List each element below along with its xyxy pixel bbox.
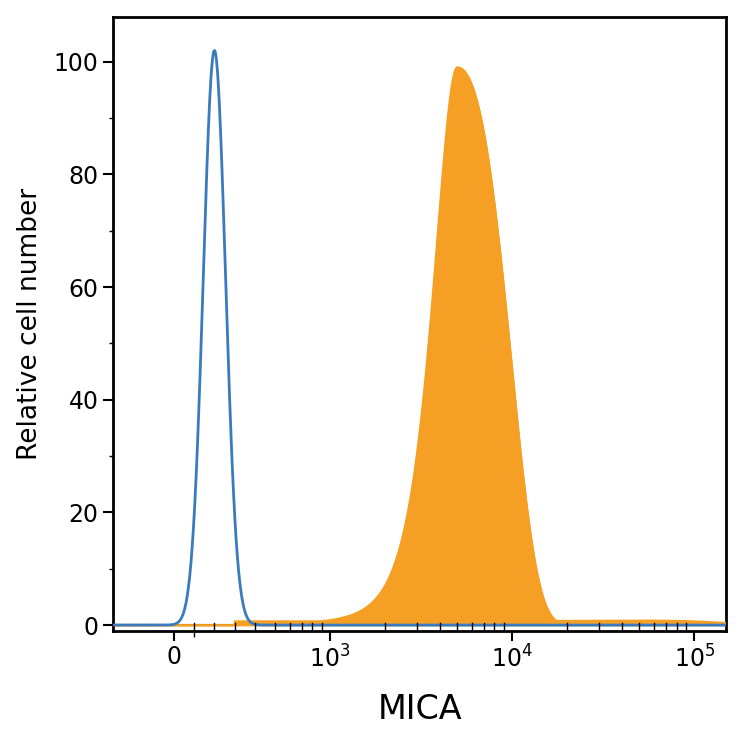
- X-axis label: MICA: MICA: [377, 693, 462, 727]
- Y-axis label: Relative cell number: Relative cell number: [16, 188, 42, 460]
